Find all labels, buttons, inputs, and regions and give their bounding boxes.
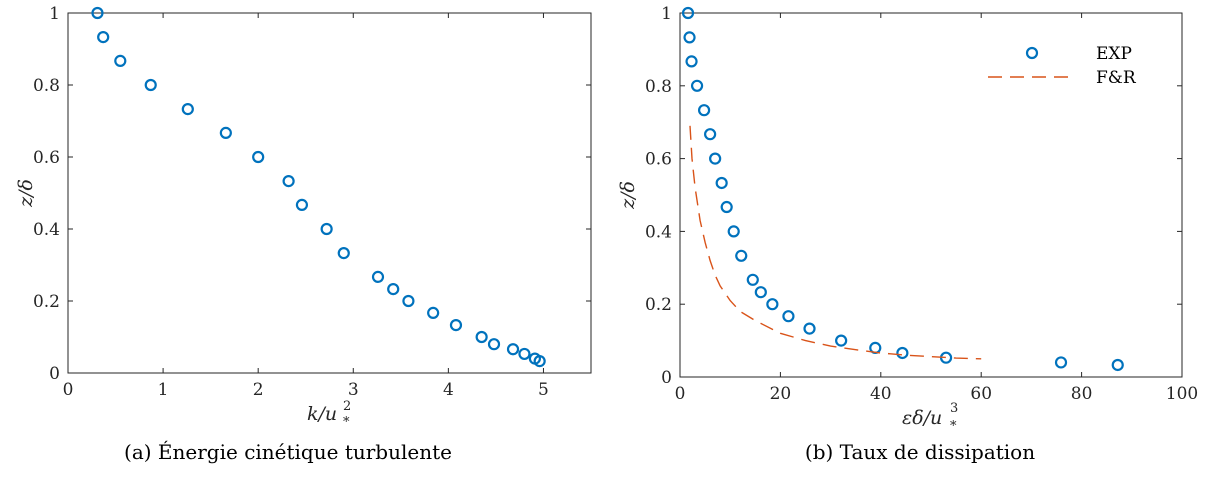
- data-point-a-0-14: [427, 306, 440, 319]
- data-point-a-0-8: [295, 198, 309, 211]
- y-tick-label-a-5: 1: [49, 4, 60, 24]
- x-tick-label-b-0: 0: [675, 384, 686, 404]
- data-point-a-0-10: [337, 247, 350, 260]
- data-point-b-0-2: [685, 55, 698, 68]
- y-tick-label-b-0: 0: [661, 368, 672, 388]
- data-point-b-0-10: [735, 249, 748, 262]
- y-tick-label-a-1: 0.2: [33, 292, 60, 312]
- data-point-b-0-5: [704, 128, 717, 141]
- legend-fr-label: F&R: [1096, 68, 1137, 88]
- data-point-a-0-16: [475, 330, 488, 344]
- data-point-a-0-17: [487, 338, 501, 351]
- y-tick-label-a-0: 0: [49, 364, 60, 384]
- x-tick-label-a-1: 1: [158, 380, 169, 400]
- data-point-a-0-9: [320, 222, 333, 236]
- data-point-a-0-15: [449, 319, 463, 332]
- x-tick-label-b-4: 80: [1071, 384, 1093, 404]
- data-point-b-0-16: [835, 334, 848, 347]
- data-point-a-0-18: [506, 343, 520, 356]
- data-point-a-0-2: [114, 54, 127, 67]
- figure-canvas: 0 1 2 3 4 500.20.40.60.81 k/u 2 * z/δ 0 20 40 60…: [15, 4, 1198, 434]
- caption-a: (a) Énergie cinétique turbulente: [124, 440, 452, 464]
- svg-text:*: *: [950, 419, 957, 434]
- y-tick-label-a-3: 0.6: [33, 148, 60, 168]
- x-tick-label-b-3: 60: [970, 384, 992, 404]
- data-point-b-0-4: [697, 104, 711, 117]
- data-point-b-0-14: [782, 310, 795, 323]
- axis-ticks-b: 0 20 40 60 80 100 0 0.2 0.4 0.6 0.8 1: [645, 4, 1198, 404]
- y-tick-label-b-3: 0.6: [645, 150, 672, 170]
- series-line-b-1: [689, 125, 982, 360]
- data-point-b-0-3: [690, 79, 704, 92]
- y-axis-label-a: z/δ: [15, 179, 37, 208]
- legend-exp-label: EXP: [1096, 44, 1132, 64]
- data-point-b-0-12: [754, 286, 767, 299]
- data-point-a-0-12: [387, 283, 400, 296]
- x-axis-label-a: k/u 2 *: [307, 399, 351, 430]
- data-point-b-0-0: [681, 6, 695, 20]
- caption-b: (b) Taux de dissipation: [804, 440, 1036, 464]
- axis-ticks-a: 0 1 2 3 4 5 0 0.2 0.4 0.6 0.8 1: [33, 4, 591, 400]
- data-point-a-0-3: [144, 78, 157, 92]
- x-tick-label-a-5: 5: [538, 380, 549, 400]
- data-markers-a: [91, 6, 546, 368]
- x-tick-label-b-1: 20: [770, 384, 792, 404]
- y-tick-label-a-2: 0.4: [33, 220, 60, 240]
- plot-area-a: [67, 12, 592, 374]
- data-point-a-0-5: [219, 126, 232, 139]
- data-point-a-0-13: [402, 294, 415, 308]
- data-point-b-0-21: [1111, 358, 1124, 372]
- y-tick-label-b-1: 0.2: [645, 295, 672, 315]
- data-point-a-0-19: [518, 347, 531, 361]
- x-tick-label-a-3: 3: [348, 380, 359, 400]
- x-axis-label-b: εδ/u 3 *: [902, 401, 958, 434]
- svg-text:k/u: k/u: [307, 403, 337, 425]
- data-markers-b: [681, 6, 1124, 372]
- y-tick-label-b-4: 0.8: [645, 77, 672, 97]
- data-point-b-0-9: [727, 225, 740, 238]
- data-point-a-0-0: [91, 6, 104, 20]
- data-point-a-0-4: [181, 103, 194, 116]
- data-point-b-0-8: [720, 200, 733, 214]
- legend-b: EXP F&R: [988, 44, 1137, 88]
- data-point-b-0-15: [803, 322, 816, 335]
- y-tick-label-b-2: 0.4: [645, 222, 672, 242]
- svg-text:*: *: [343, 415, 350, 430]
- x-tick-label-b-5: 100: [1166, 384, 1198, 404]
- y-axis-label-b: z/δ: [617, 181, 639, 210]
- x-tick-label-b-2: 40: [870, 384, 892, 404]
- data-point-b-0-18: [896, 346, 909, 360]
- y-tick-label-b-5: 1: [661, 4, 672, 24]
- data-point-a-0-11: [371, 270, 385, 283]
- y-tick-label-a-4: 0.8: [33, 76, 60, 96]
- data-point-b-0-6: [709, 152, 722, 165]
- data-point-a-0-1: [97, 31, 110, 44]
- svg-text:3: 3: [950, 401, 958, 416]
- data-point-b-0-13: [766, 298, 779, 311]
- plot-area-b: [679, 12, 1183, 378]
- svg-text:εδ/u: εδ/u: [902, 407, 942, 429]
- data-point-a-0-7: [282, 175, 295, 188]
- data-point-b-0-20: [1054, 356, 1068, 369]
- data-point-a-0-21: [533, 355, 546, 368]
- data-point-b-0-11: [746, 273, 759, 286]
- chart-panel-a: 0 1 2 3 4 500.20.40.60.81 k/u 2 * z/δ: [15, 4, 592, 430]
- data-point-b-0-7: [715, 176, 728, 190]
- legend-exp-marker: [1025, 46, 1039, 60]
- data-point-b-0-1: [683, 31, 696, 44]
- data-point-a-0-6: [252, 150, 265, 164]
- x-tick-label-a-2: 2: [253, 380, 264, 400]
- x-tick-label-a-0: 0: [63, 380, 74, 400]
- x-tick-label-a-4: 4: [443, 380, 454, 400]
- svg-text:2: 2: [343, 399, 351, 414]
